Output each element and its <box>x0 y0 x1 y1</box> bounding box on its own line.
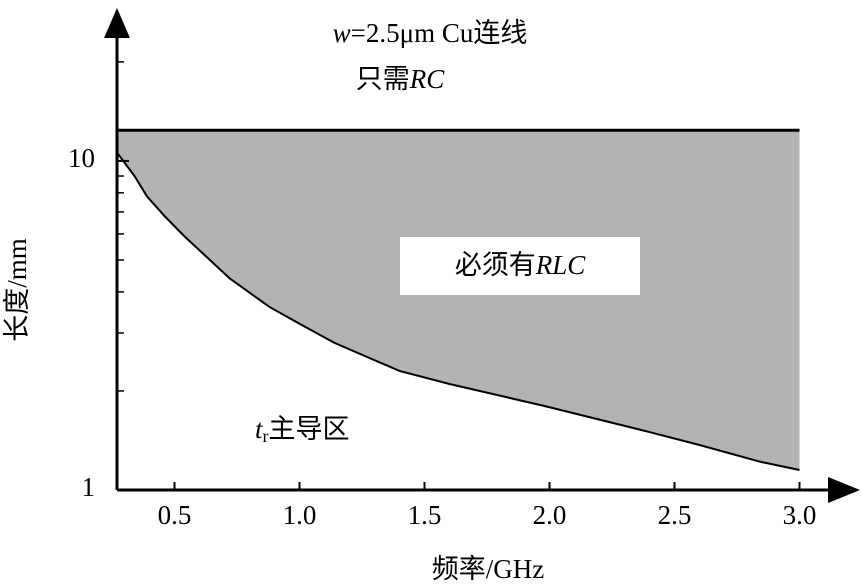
x-tick-label: 3.0 <box>783 500 817 530</box>
y-tick-label: 1 <box>82 472 96 502</box>
annotation-part: RLC <box>535 250 587 280</box>
y-arrow <box>104 8 130 38</box>
annotation-part: 必须有 <box>455 250 536 280</box>
annotation: w=2.5μm Cu连线 <box>333 18 528 48</box>
annotation-part: r <box>263 426 269 446</box>
annotation-part: =2.5μm Cu连线 <box>351 18 528 48</box>
label-box <box>400 237 640 295</box>
x-tick-label: 1.5 <box>408 500 442 530</box>
x-tick-label: 2.5 <box>658 500 692 530</box>
annotation: 只需RC <box>356 64 445 94</box>
annotation-part: 主导区 <box>269 414 350 444</box>
annotation: 必须有RLC <box>455 250 587 280</box>
annotation: tr主导区 <box>255 414 350 446</box>
x-tick-label: 0.5 <box>158 500 192 530</box>
boundary-line <box>116 152 800 472</box>
annotation-part: w <box>333 18 351 48</box>
y-tick-label: 10 <box>68 143 95 173</box>
annotation-part: 只需 <box>356 64 410 94</box>
region <box>117 130 800 471</box>
x-tick-label: 1.0 <box>283 500 317 530</box>
y-axis-label: 长度/mm <box>2 238 32 342</box>
x-axis-label: 频率/GHz <box>432 554 544 584</box>
annotation-part: RC <box>409 64 445 94</box>
annotation-part: t <box>255 414 264 444</box>
x-tick-label: 2.0 <box>533 500 567 530</box>
x-arrow <box>828 477 860 503</box>
